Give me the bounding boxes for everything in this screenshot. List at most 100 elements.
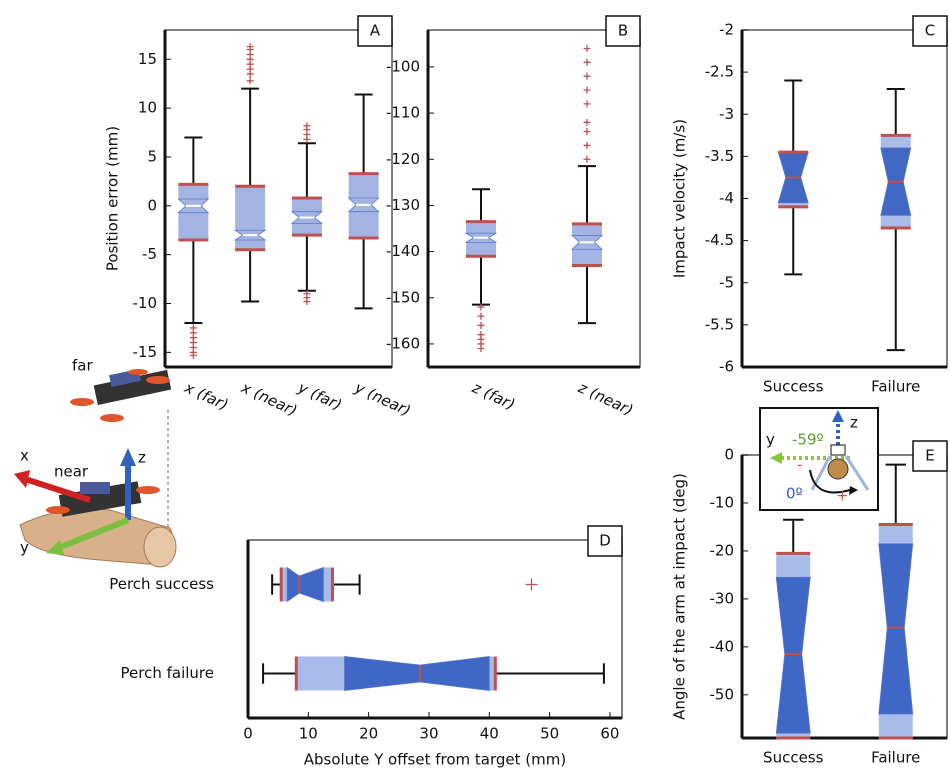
x-axis-label: Absolute Y offset from target (mm) <box>304 751 566 769</box>
box-lower <box>291 223 322 236</box>
y-tick-label: -5 <box>719 273 734 291</box>
box-upper <box>466 221 496 234</box>
outlier <box>583 141 591 149</box>
y-tick-label: -150 <box>386 288 420 306</box>
x-tick-label: 0 <box>243 725 253 743</box>
x-label: x <box>20 447 29 465</box>
outlier <box>525 578 538 591</box>
x-tick-label: 30 <box>419 725 438 743</box>
box-notch <box>344 656 490 691</box>
y-tick-label: -160 <box>386 334 420 352</box>
log-end <box>143 526 177 568</box>
category-label: x (far) <box>181 378 231 414</box>
inset-angle-green: -59º <box>792 431 824 449</box>
y-tick-label: -5.5 <box>705 315 734 333</box>
box-notch <box>775 576 811 734</box>
y-tick-label: -140 <box>386 242 420 260</box>
y-tick-label: 10 <box>138 99 157 117</box>
panel-letter: A <box>370 22 381 40</box>
y-tick-label: 5 <box>147 147 157 165</box>
box-notch <box>286 566 324 603</box>
box-lower <box>466 242 496 257</box>
outlier <box>477 345 485 353</box>
box <box>570 44 604 325</box>
y-tick-label: -2.5 <box>705 63 734 81</box>
category-label: x (near) <box>238 378 300 420</box>
inset-y: y <box>766 431 775 449</box>
box-upper <box>291 198 322 212</box>
panel-letter: C <box>925 22 935 40</box>
box <box>464 188 498 353</box>
y-axis-label: Angle of the arm at impact (deg) <box>671 473 689 720</box>
category-label: Success <box>763 749 824 767</box>
z-label: z <box>138 449 146 467</box>
y-axis-arrow <box>56 517 130 551</box>
panel-letter-box <box>587 525 623 557</box>
panel-letter-box <box>605 15 641 47</box>
outlier <box>583 155 591 163</box>
panel-letter: D <box>599 532 611 550</box>
category-label: Failure <box>871 378 920 396</box>
panel-letter-box <box>912 15 948 47</box>
outlier <box>583 44 591 52</box>
outlier <box>189 351 197 359</box>
y-tick-label: -10 <box>133 294 158 312</box>
y-tick-label: -100 <box>386 57 420 75</box>
outlier <box>303 298 311 306</box>
y-label: y <box>20 539 29 557</box>
x-tick-label: 10 <box>299 725 318 743</box>
box <box>880 87 912 352</box>
y-tick-label: -2 <box>719 21 734 39</box>
y-tick-label: -20 <box>710 541 735 559</box>
box-upper <box>776 553 811 578</box>
outlier <box>583 128 591 136</box>
box <box>271 566 538 603</box>
y-tick-label: -30 <box>710 589 735 607</box>
x-arrowhead <box>14 470 30 488</box>
y-axis-label: Impact velocity (m/s) <box>671 119 689 278</box>
box-lower <box>348 211 379 239</box>
y-tick-label: -6 <box>719 358 734 376</box>
x-tick-label: 40 <box>480 725 499 743</box>
outlier <box>246 43 254 51</box>
category-label: y (near) <box>351 378 413 420</box>
y-tick-label: -40 <box>710 637 735 655</box>
outlier <box>477 321 485 329</box>
outlier <box>583 118 591 126</box>
box-lower <box>880 215 911 228</box>
y-tick-label: -3.5 <box>705 147 734 165</box>
box-upper <box>878 524 913 544</box>
box-lower <box>178 212 209 241</box>
y-axis-label: Position error (mm) <box>104 126 122 271</box>
z-arrowhead <box>120 448 136 466</box>
y-tick-label: -50 <box>710 685 735 703</box>
box-upper <box>348 173 379 199</box>
box-upper <box>572 223 602 236</box>
outlier <box>477 303 485 311</box>
panel-letter-box <box>357 15 393 47</box>
category-label: Failure <box>871 749 920 767</box>
box-upper <box>489 656 496 691</box>
outlier <box>583 100 591 108</box>
y-tick-label: 0 <box>147 196 157 214</box>
category-label: Perch success <box>109 575 214 593</box>
plot-frame <box>247 539 623 719</box>
far-label: far <box>72 357 93 375</box>
inset-minus: - <box>797 456 802 474</box>
box-notch <box>878 543 914 715</box>
box <box>777 79 809 276</box>
box <box>177 136 210 359</box>
box-upper <box>323 567 333 602</box>
plot-frame <box>427 29 641 368</box>
x-tick-label: 60 <box>600 725 619 743</box>
far-drone <box>70 369 172 422</box>
box <box>775 518 811 740</box>
category-label: Perch failure <box>121 664 214 682</box>
outlier <box>246 77 254 85</box>
category-label: z (far) <box>469 378 518 414</box>
drone-illustration: far near x z y <box>14 357 177 568</box>
y-tick-label: 15 <box>138 50 157 68</box>
near-label: near <box>54 463 89 481</box>
